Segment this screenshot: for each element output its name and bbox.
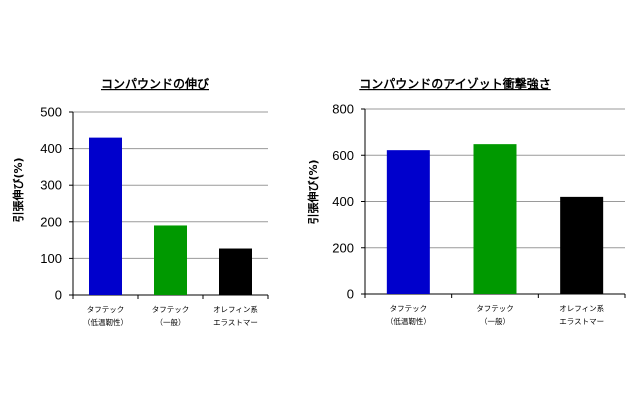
x-category-label: タフテック <box>152 305 190 314</box>
y-tick-label: 300 <box>40 178 62 193</box>
bar <box>560 196 604 294</box>
x-category-label: （低温靭性） <box>386 316 431 326</box>
x-category-label: タフテック <box>390 304 428 313</box>
bar <box>154 225 187 295</box>
y-tick-label: 400 <box>332 194 354 209</box>
chart-title: コンパウンドの伸び <box>101 76 210 91</box>
izod-impact-chart: コンパウンドのアイゾット衝撃強さ 引張伸び(%) 0 200 400 600 800 タフ… <box>306 76 626 326</box>
y-tick-label: 200 <box>332 240 354 255</box>
elongation-chart: コンパウンドの伸び 引張伸び(%) 0 100 200 300 400 500 タフテック （… <box>11 76 269 327</box>
bar <box>219 248 252 295</box>
y-tick-label: 600 <box>332 148 354 163</box>
y-tick-label: 800 <box>332 102 354 117</box>
x-category-label: （一般） <box>480 316 510 326</box>
y-tick-label: 400 <box>40 141 62 156</box>
y-tick-label: 0 <box>347 287 354 302</box>
x-category-label: エラストマー <box>559 317 604 326</box>
y-tick-label: 500 <box>40 105 62 120</box>
y-tick-label: 100 <box>40 251 62 266</box>
x-category-label: （一般） <box>156 317 186 327</box>
x-category-label: オレフィン系 <box>559 303 604 313</box>
x-category-label: タフテック <box>476 304 514 313</box>
x-category-label: タフテック <box>87 305 125 314</box>
x-category-label: オレフィン系 <box>213 304 258 314</box>
y-tick-label: 200 <box>40 214 62 229</box>
x-category-label: エラストマー <box>213 318 258 327</box>
y-axis-label: 引張伸び(%) <box>306 159 320 224</box>
y-axis-label: 引張伸び(%) <box>11 157 25 222</box>
y-tick-label: 0 <box>55 288 62 303</box>
chart-title: コンパウンドのアイゾット衝撃強さ <box>359 76 550 91</box>
bar <box>89 137 122 295</box>
bar <box>473 144 517 294</box>
bar <box>386 150 430 294</box>
x-category-label: （低温靭性） <box>83 317 128 327</box>
